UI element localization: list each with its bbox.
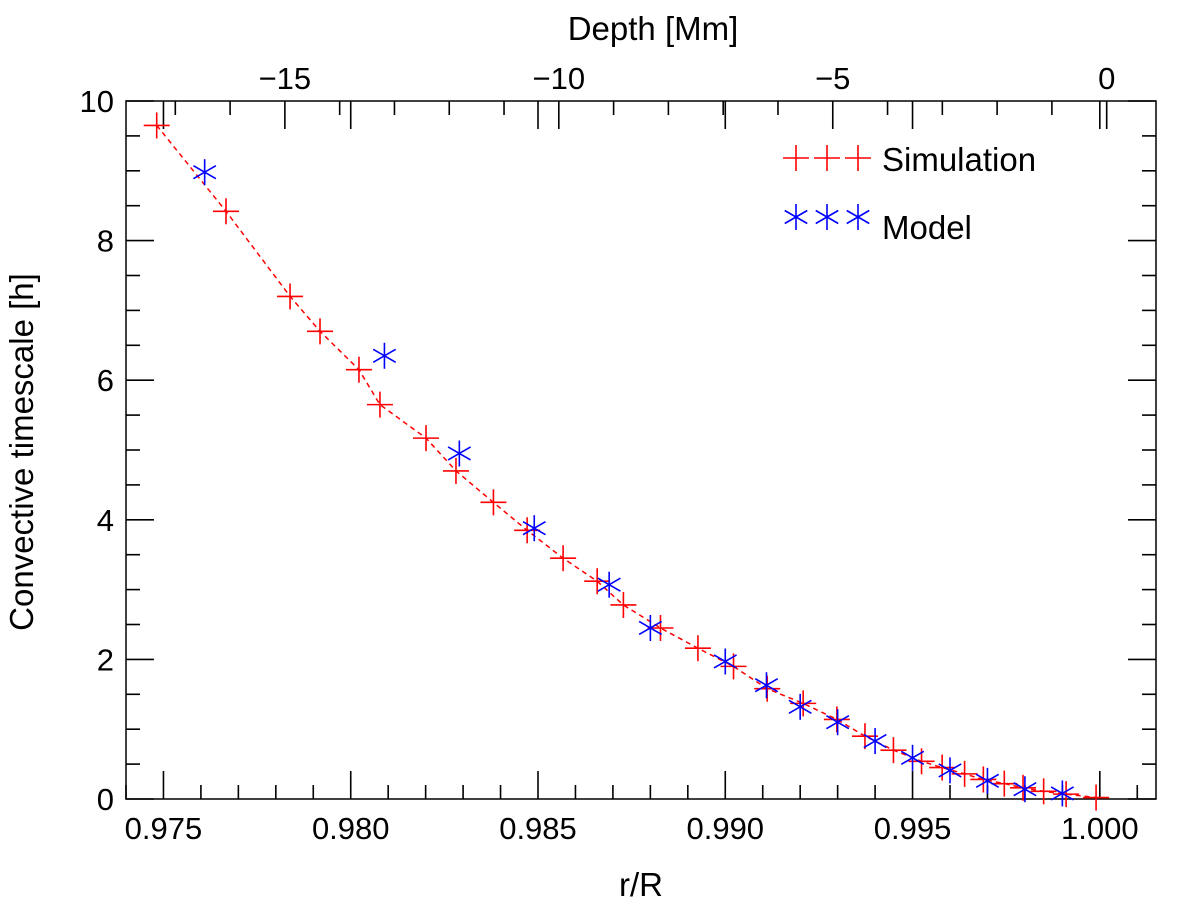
x-tick-label: 0.975 <box>125 811 203 846</box>
y-tick-label: 6 <box>97 363 114 398</box>
x-tick-label: 0.990 <box>686 811 764 846</box>
model-point <box>713 648 737 675</box>
model-point <box>447 440 472 467</box>
top-tick-label: −15 <box>259 61 312 96</box>
y-tick-label: 8 <box>97 224 114 259</box>
simulation-point <box>1053 781 1080 808</box>
simulation-point <box>277 283 304 310</box>
simulation-point <box>143 112 170 139</box>
simulation-point <box>307 318 334 345</box>
star-arm <box>713 654 737 669</box>
simulation-point <box>1030 778 1057 805</box>
top-tick-label: 0 <box>1098 61 1115 96</box>
simulation-dashed-line <box>156 124 1097 799</box>
star-arm <box>754 678 779 693</box>
model-point <box>754 672 779 699</box>
star-arm <box>815 209 839 225</box>
simulation-point <box>684 635 711 662</box>
y-tick-label: 4 <box>97 503 114 538</box>
simulation-point <box>991 770 1018 797</box>
simulation-point <box>584 568 611 595</box>
star-arm <box>784 209 808 225</box>
model-point <box>825 709 850 736</box>
x-axis-title: r/R <box>619 866 663 903</box>
star-arm <box>938 763 962 778</box>
top-axis-title: Depth [Mm] <box>568 10 739 47</box>
star-arm <box>1013 782 1037 797</box>
model-point <box>900 744 925 771</box>
model-point <box>192 159 217 186</box>
model-point <box>975 767 1000 794</box>
legend: Simulation Model <box>783 141 1036 246</box>
simulation-point <box>929 754 956 781</box>
y-tick-label: 2 <box>97 642 114 677</box>
star-arm <box>372 348 397 363</box>
legend-simulation-symbol <box>783 145 809 171</box>
x-tick-label: 1.000 <box>1061 811 1139 846</box>
legend-simulation-symbol <box>814 145 840 171</box>
model-point <box>597 571 621 598</box>
star-arm <box>597 577 621 592</box>
simulation-point <box>514 517 541 544</box>
simulation-point <box>1083 784 1110 811</box>
simulation-point <box>880 737 907 764</box>
model-point <box>522 515 546 542</box>
y-axis-title: Convective timescale [h] <box>3 273 40 631</box>
legend-model-label: Model <box>882 209 972 246</box>
plot-frame <box>125 100 1157 800</box>
model-point <box>372 342 397 369</box>
model-point <box>863 728 887 755</box>
legend-model-symbol <box>784 204 808 230</box>
star-arm <box>638 620 663 636</box>
model-point <box>1013 776 1037 803</box>
simulation-point <box>442 457 469 484</box>
y-tick-label: 10 <box>80 84 114 119</box>
star-arm <box>975 773 1000 789</box>
x-tick-label: 0.985 <box>499 811 577 846</box>
top-tick-label: −10 <box>533 61 586 96</box>
star-arm <box>846 209 870 225</box>
data-markers <box>143 112 1110 811</box>
star-arm <box>192 165 217 180</box>
simulation-point <box>480 489 507 516</box>
model-point <box>638 614 663 641</box>
simulation-point <box>413 425 440 452</box>
star-arm <box>1050 786 1075 801</box>
star-arm <box>447 446 472 461</box>
legend-simulation-markers <box>783 145 871 171</box>
simulation-point <box>851 723 878 750</box>
simulation-point <box>550 545 577 572</box>
legend-simulation-label: Simulation <box>882 141 1036 178</box>
star-arm <box>863 733 887 749</box>
y-tick-label: 0 <box>97 782 114 817</box>
star-arm <box>900 750 925 766</box>
star-arm <box>788 699 812 715</box>
axis-ticks <box>125 100 1156 800</box>
tick-labels: 0.975 0.980 0.985 0.990 0.995 1.000 −15 −10 −5 0 0… <box>80 61 1139 846</box>
model-point <box>1050 780 1075 807</box>
legend-model-symbol <box>815 204 839 230</box>
legend-model-symbol <box>846 204 870 230</box>
simulation-point <box>366 391 393 418</box>
simulation-point <box>345 356 372 383</box>
simulation-point <box>610 591 637 618</box>
legend-model-markers <box>784 204 870 230</box>
model-point <box>788 693 812 720</box>
x-tick-label: 0.995 <box>874 811 952 846</box>
simulation-point <box>213 198 240 225</box>
model-point <box>938 757 962 784</box>
x-tick-label: 0.980 <box>312 811 390 846</box>
top-tick-label: −5 <box>815 61 850 96</box>
star-arm <box>522 520 546 536</box>
simulation-point <box>970 766 997 793</box>
legend-simulation-symbol <box>845 145 871 171</box>
star-arm <box>825 715 850 730</box>
